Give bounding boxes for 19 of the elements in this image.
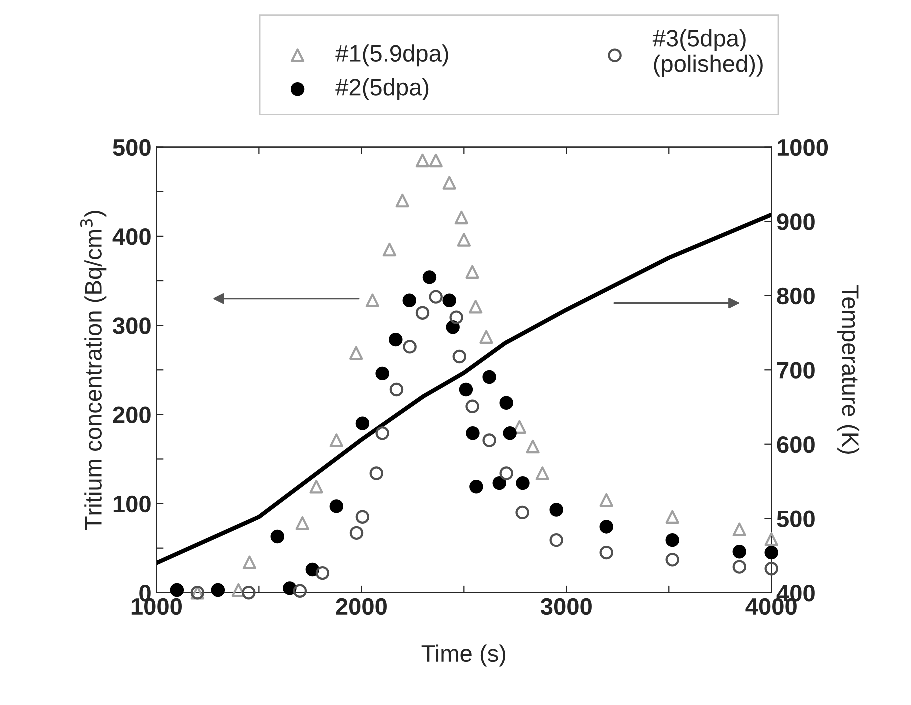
y2-tick-label: 500 [777, 510, 815, 528]
x-axis-title: Time (s) [422, 644, 506, 667]
legend-label: #2(5dpa) [336, 78, 429, 100]
y-tick-label: 100 [114, 496, 151, 513]
y2-tick-label: 900 [777, 214, 815, 230]
y-tick-label: 300 [112, 318, 151, 334]
y-axis-title: Tritium concentration (Bq/cm$^{3}$) [80, 211, 107, 530]
y-tick-label: 400 [112, 228, 151, 246]
x-tick-label: 3000 [540, 598, 592, 616]
y2-tick-label: 600 [777, 436, 815, 454]
legend-label: #1(5.9dpa) [336, 44, 448, 67]
y2-tick-label: 700 [777, 362, 815, 379]
y2-axis-title: Temperature (K) [838, 285, 860, 454]
y2-tick-label: 1000 [778, 139, 828, 156]
y-tick-label: 200 [113, 406, 151, 424]
legend-label: #3(5dpa) (polished)) [652, 29, 763, 77]
x-tick-label: 2000 [336, 598, 387, 616]
y2-tick-label: 800 [777, 288, 815, 305]
y-tick-label: 500 [113, 139, 151, 156]
